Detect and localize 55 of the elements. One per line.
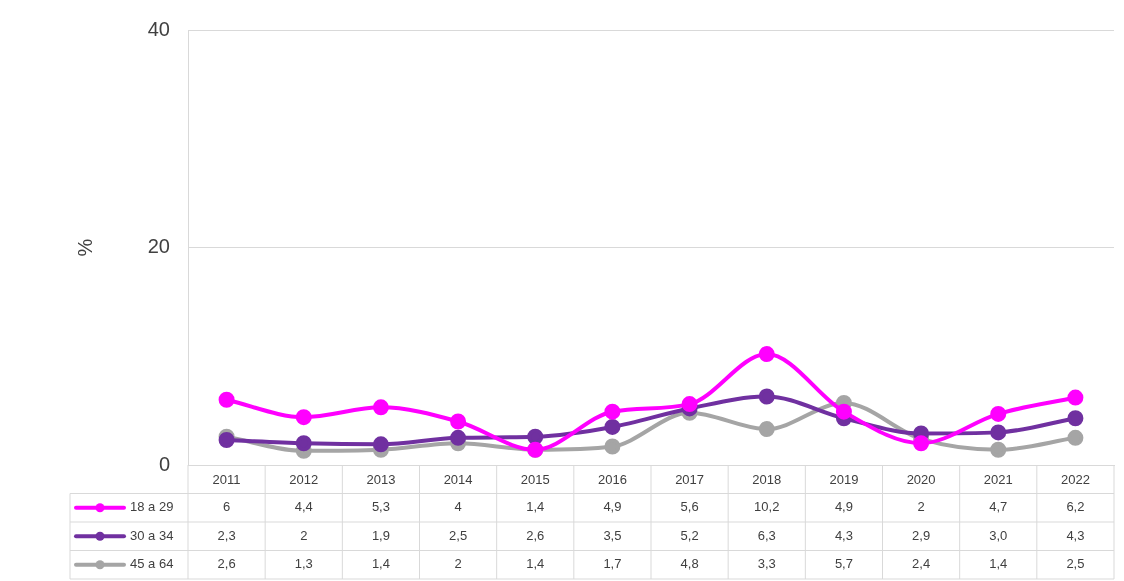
- data-label: 4,4: [294, 499, 313, 515]
- y-tick-label: 40: [147, 17, 170, 40]
- x-tick-label: 2016: [597, 472, 627, 488]
- data-label: 2,4: [912, 556, 931, 572]
- legend-label: 18 a 29: [130, 499, 174, 515]
- data-label: 4,3: [834, 527, 853, 543]
- data-label: 2,5: [449, 527, 468, 543]
- data-label: 4,9: [603, 499, 622, 515]
- data-label: 5,7: [834, 556, 853, 572]
- x-tick-label: 2019: [829, 472, 859, 488]
- x-tick-label: 2021: [983, 472, 1013, 488]
- data-label: 6,3: [757, 527, 776, 543]
- data-label: 2,9: [912, 527, 931, 543]
- x-tick-label: 2011: [212, 472, 241, 488]
- y-axis-title: %: [73, 238, 96, 257]
- x-tick-label: 2022: [1060, 472, 1090, 488]
- data-label: 5,3: [371, 499, 390, 515]
- legend-label: 45 a 64: [130, 556, 174, 572]
- x-tick-label: 2017: [675, 472, 705, 488]
- x-tick-label: 2014: [443, 472, 473, 488]
- data-label: 3,5: [603, 527, 622, 543]
- data-label: 4,3: [1066, 527, 1085, 543]
- x-tick-label: 2020: [906, 472, 936, 488]
- data-label: 1,4: [526, 556, 545, 572]
- data-label: 1,4: [526, 499, 545, 515]
- x-tick-label: 2013: [366, 472, 396, 488]
- data-label: 10,2: [754, 499, 780, 515]
- data-label: 2: [300, 527, 308, 543]
- data-label: 1,9: [371, 527, 390, 543]
- data-label: 6,2: [1066, 499, 1085, 515]
- data-label: 5,6: [680, 499, 699, 515]
- x-tick-label: 2012: [289, 472, 319, 488]
- data-label: 2,6: [217, 556, 236, 572]
- data-label: 1,7: [603, 556, 622, 572]
- data-label: 3,0: [989, 527, 1008, 543]
- x-tick-label: 2018: [752, 472, 782, 488]
- data-label: 1,3: [294, 556, 313, 572]
- data-label: 2: [454, 556, 462, 572]
- legend-label: 30 a 34: [130, 527, 174, 543]
- data-label: 5,2: [680, 527, 699, 543]
- data-label: 6: [222, 499, 231, 515]
- data-label: 3,3: [757, 556, 776, 572]
- data-label: 2: [917, 499, 925, 515]
- data-label: 2,6: [526, 527, 545, 543]
- x-tick-label: 2015: [520, 472, 550, 488]
- data-label: 4: [454, 499, 462, 515]
- data-label: 4,7: [989, 499, 1008, 515]
- y-tick-label: 20: [147, 235, 170, 258]
- data-label: 2,3: [217, 527, 236, 543]
- data-label: 2,5: [1066, 556, 1085, 572]
- data-label: 4,9: [834, 499, 853, 515]
- y-tick-label: 0: [158, 452, 170, 475]
- data-label: 1,4: [989, 556, 1008, 572]
- data-label: 4,8: [680, 556, 699, 572]
- data-label: 1,4: [371, 556, 390, 572]
